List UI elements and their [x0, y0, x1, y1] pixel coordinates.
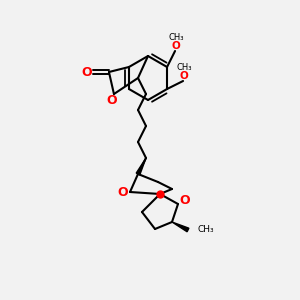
Text: O: O [118, 185, 128, 199]
Text: O: O [180, 71, 188, 81]
Text: CH₃: CH₃ [168, 34, 184, 43]
Text: O: O [180, 194, 190, 208]
Text: O: O [172, 41, 180, 51]
Polygon shape [172, 222, 189, 232]
Text: O: O [82, 65, 92, 79]
Text: CH₃: CH₃ [176, 64, 192, 73]
Polygon shape [136, 158, 146, 175]
Text: O: O [106, 94, 117, 106]
Text: CH₃: CH₃ [198, 226, 214, 235]
